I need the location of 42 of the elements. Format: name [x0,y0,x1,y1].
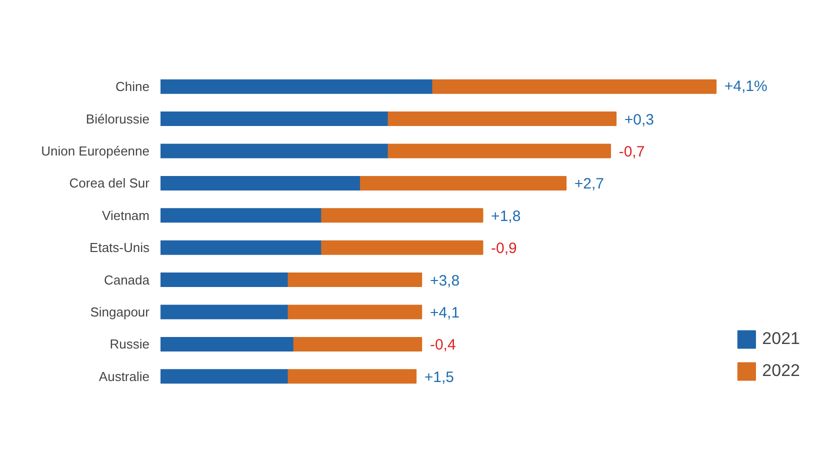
bar [160,112,389,126]
bar [293,336,422,352]
bar [360,176,567,190]
bar [288,272,422,288]
bar [160,208,322,223]
y-tick-label: Corea del Sur [69,176,150,191]
annotation: +1,8 [491,208,521,225]
annotation: -0,4 [430,336,456,354]
annotation: +3,8 [430,272,460,290]
y-tick-label: Vietnam [102,208,150,223]
y-tick-label: Etats-Unis [90,240,150,256]
bar [160,369,289,384]
annotation: +4,1 [430,304,460,322]
bar [288,369,417,384]
bar [160,79,434,94]
bar [321,208,484,223]
bar [160,272,289,288]
y-tick-label: Chine [116,79,150,94]
bar [388,112,617,126]
text: +4,1% [724,78,768,96]
y-tick-label: Singapour [90,304,150,320]
legend-label: 2021 [762,329,800,349]
annotation: +0,3 [624,111,654,128]
y-tick-label: Russie [110,336,150,352]
bar [160,336,294,352]
y-tick-label: Canada [104,272,150,288]
annotation: -0,7 [618,144,645,160]
y-tick-label: Australie [98,368,150,384]
annotation: +1,5 [424,368,454,386]
y-tick-label: Union Européenne [41,144,150,158]
bar [160,144,389,158]
annotation: +2,7 [574,176,604,193]
bar [160,240,322,255]
y-tick-label: Biélorussie [86,111,150,126]
annotation: -0,9 [491,240,517,258]
bar [160,176,361,190]
legend-label: 2022 [762,361,800,381]
bar [160,304,289,320]
bar [288,304,422,320]
bar [321,240,484,255]
bar [388,144,611,158]
bar [432,79,717,94]
